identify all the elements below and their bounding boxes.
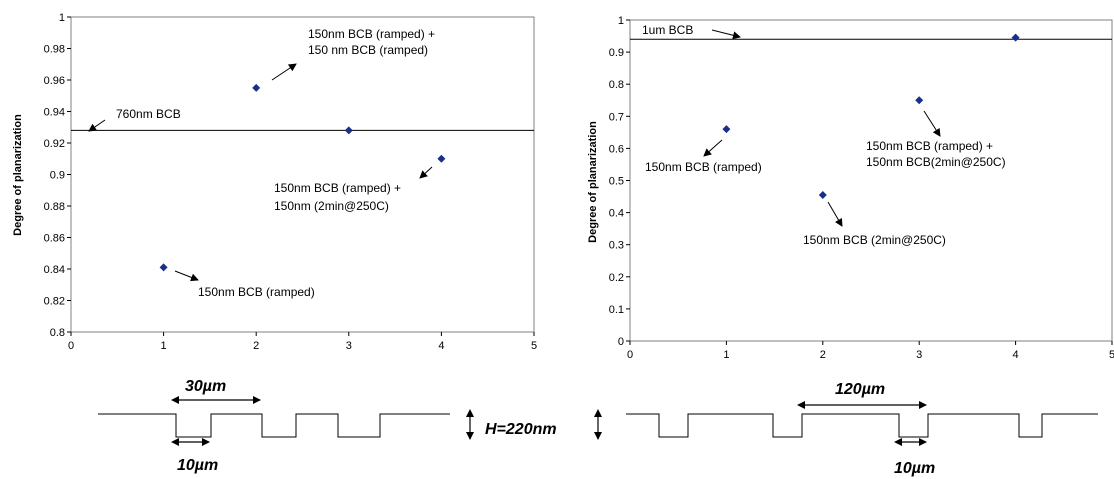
ref-label-right: 1um BCB <box>642 23 693 37</box>
annotation-right-3a: 150nm BCB (ramped) + <box>866 139 993 153</box>
y-tick-label: 1 <box>618 15 624 27</box>
width-label-right: 10µm <box>894 460 935 477</box>
chart-right: 0 0.1 0.2 0.3 0.4 0.5 0.6 0.7 0.8 0.9 1 0 1 2 3 4 5 Degr… <box>587 15 1114 361</box>
y-tick-label: 0.86 <box>44 233 65 245</box>
y-tick-label: 0.9 <box>50 170 65 182</box>
y-tick-label: 0.98 <box>44 44 65 56</box>
y-tick-label: 0.2 <box>609 272 624 284</box>
y-tick-label: 1 <box>59 12 65 24</box>
y-tick-label: 0.6 <box>609 143 624 155</box>
data-point <box>437 154 446 163</box>
y-tick-label: 0.3 <box>609 240 624 252</box>
annotation-left-3a: 150nm BCB (ramped) + <box>274 181 401 195</box>
x-tick-label: 1 <box>723 349 729 361</box>
data-point <box>159 263 168 272</box>
arrow-right-3 <box>923 110 941 137</box>
width-label-left: 10µm <box>177 457 218 474</box>
chart-left: 0.8 0.82 0.84 0.86 0.88 0.9 0.92 0.94 0.96 0.98 1 0… <box>12 12 537 352</box>
y-tick-label: 0.96 <box>44 75 65 87</box>
annotation-right-3b: 150nm BCB(2min@250C) <box>866 155 1006 169</box>
x-tick-label: 5 <box>531 340 537 352</box>
y-tick-label: 0.8 <box>609 79 624 91</box>
data-point <box>1011 33 1020 42</box>
data-point <box>344 126 353 135</box>
surface-profile-right: 120µm 10µm <box>626 381 1098 477</box>
y-tick-label: 0.84 <box>44 264 65 276</box>
arrow-right-1 <box>703 139 723 157</box>
x-tick-label: 4 <box>1013 349 1019 361</box>
surface-profile-left: 30µm 10µm <box>98 378 450 474</box>
plot-area-left <box>70 16 535 333</box>
x-tick-label: 2 <box>820 349 826 361</box>
arrow-left-2 <box>271 63 297 81</box>
pitch-label-right: 120µm <box>835 381 885 398</box>
x-tick-label: 0 <box>627 349 633 361</box>
annotation-left-2b: 150 nm BCB (ramped) <box>308 43 428 57</box>
annotation-right-1: 150nm BCB (ramped) <box>645 160 762 174</box>
x-tick-label: 3 <box>916 349 922 361</box>
height-indicator: H=220nm <box>466 409 602 440</box>
y-tick-label: 0.1 <box>609 304 624 316</box>
data-point <box>818 190 827 199</box>
x-tick-label: 3 <box>346 340 352 352</box>
annotation-right-2: 150nm BCB (2min@250C) <box>803 233 946 247</box>
annotation-left-2a: 150nm BCB (ramped) + <box>308 27 435 41</box>
arrow-left-ref <box>88 119 106 132</box>
x-tick-label: 0 <box>68 340 74 352</box>
x-tick-label: 4 <box>438 340 444 352</box>
ref-label-left: 760nm BCB <box>116 107 181 121</box>
plot-area-right <box>629 19 1113 342</box>
y-tick-label: 0.9 <box>609 47 624 59</box>
data-point <box>722 125 731 134</box>
data-point <box>252 83 261 92</box>
x-tick-label: 1 <box>161 340 167 352</box>
y-tick-label: 0 <box>618 336 624 348</box>
height-label: H=220nm <box>485 421 557 438</box>
y-axis-label-right: Degree of planarization <box>587 121 599 243</box>
y-axis-label-left: Degree of planarization <box>12 114 24 236</box>
y-tick-label: 0.92 <box>44 138 65 150</box>
arrow-right-2 <box>827 201 843 227</box>
arrow-right-ref <box>711 29 741 40</box>
arrow-left-1 <box>174 270 199 282</box>
y-tick-label: 0.5 <box>609 176 624 188</box>
x-tick-label: 5 <box>1109 349 1114 361</box>
y-tick-label: 0.4 <box>609 208 624 220</box>
x-tick-label: 2 <box>253 340 259 352</box>
data-point <box>915 96 924 105</box>
arrow-left-3 <box>419 166 433 179</box>
y-tick-label: 0.88 <box>44 201 65 213</box>
y-tick-label: 0.82 <box>44 296 65 308</box>
annotation-left-1: 150nm BCB (ramped) <box>198 285 315 299</box>
pitch-label-left: 30µm <box>185 378 226 395</box>
y-tick-label: 0.8 <box>50 327 65 339</box>
y-tick-label: 0.94 <box>44 107 65 119</box>
y-tick-label: 0.7 <box>609 111 624 123</box>
annotation-left-3b: 150nm (2min@250C) <box>274 199 389 213</box>
